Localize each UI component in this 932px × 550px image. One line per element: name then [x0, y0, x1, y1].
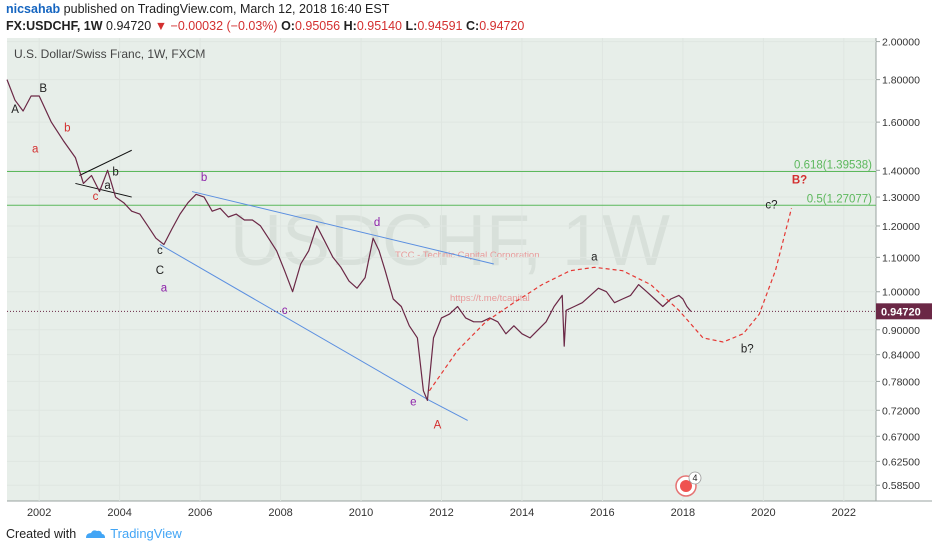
x-tick-label: 2020 [751, 507, 775, 519]
attribution-company: TCC - Technic Capital Corporation [395, 250, 540, 261]
wave-label: a [104, 180, 111, 192]
attribution-url: https://t.me/tcapital [450, 293, 530, 304]
close-value: 0.94720 [479, 19, 525, 33]
trendline [79, 149, 132, 176]
footer: Created with TradingView [6, 526, 182, 541]
wave-label: B [39, 83, 47, 95]
trendline [429, 399, 468, 421]
fib-level-label: 0.618(1.39538) [794, 160, 872, 172]
wave-label: c [282, 305, 288, 317]
y-tick-label: 2.00000 [882, 37, 920, 49]
last-price: 0.94720 [106, 19, 152, 33]
y-tick-label: 1.10000 [882, 252, 920, 264]
badge-count: 4 [692, 473, 697, 483]
tradingview-cloud-icon [86, 529, 106, 538]
close-label: C: [465, 19, 480, 33]
y-tick-label: 0.72000 [882, 405, 920, 417]
x-tick-label: 2008 [268, 507, 292, 519]
open-label: O: [281, 19, 295, 33]
wave-label: c [93, 191, 99, 203]
wave-label: a [32, 144, 39, 156]
chart-title: U.S. Dollar/Swiss Franc, 1W, FXCM [14, 47, 205, 61]
wave-label: b [112, 167, 118, 179]
y-tick-label: 1.60000 [882, 117, 920, 129]
x-tick-label: 2004 [107, 507, 131, 519]
y-tick-label: 1.80000 [882, 75, 920, 87]
wave-label: a [161, 283, 168, 295]
created-with-text: Created with [6, 526, 77, 541]
wave-label: e [410, 396, 416, 408]
trendline [191, 191, 494, 265]
fib-level-label: 0.5(1.27077) [807, 193, 872, 205]
x-tick-label: 2014 [510, 507, 534, 519]
y-tick-label: 1.40000 [882, 165, 920, 177]
last-price-label: 0.94720 [881, 306, 921, 318]
wave-label: B? [792, 174, 807, 186]
publish-line: nicsahab published on TradingView.com, M… [6, 2, 389, 16]
y-tick-label: 0.78000 [882, 376, 920, 388]
low-value: 0.94591 [417, 19, 463, 33]
price-change: −0.00032 (−0.03%) [170, 19, 278, 33]
published-text: published on TradingView.com, March 12, … [63, 2, 390, 16]
projection-path [428, 208, 793, 392]
x-tick-label: 2012 [429, 507, 453, 519]
y-tick-label: 1.00000 [882, 287, 920, 299]
price-axis[interactable] [876, 38, 932, 501]
y-tick-label: 1.30000 [882, 192, 920, 204]
ideas-badge[interactable]: 4 [675, 471, 702, 497]
wave-label: b [201, 172, 207, 184]
x-tick-label: 2016 [590, 507, 614, 519]
wave-label: C [156, 265, 164, 277]
y-tick-label: 0.90000 [882, 325, 920, 337]
wave-label: c? [765, 199, 777, 211]
y-tick-label: 0.67000 [882, 431, 920, 443]
x-tick-label: 2022 [832, 507, 856, 519]
x-tick-label: 2018 [671, 507, 695, 519]
open-value: 0.95056 [294, 19, 341, 33]
high-label: H: [343, 19, 357, 33]
tradingview-brand: TradingView [110, 526, 182, 541]
last-price-tag [876, 303, 932, 320]
y-tick-label: 1.20000 [882, 221, 920, 233]
wave-label: a [591, 252, 598, 264]
trendline [75, 182, 132, 198]
wave-label: b [64, 122, 70, 134]
wave-label: c [157, 245, 163, 257]
y-tick-label: 0.62500 [882, 456, 920, 468]
x-tick-label: 2002 [27, 507, 51, 519]
high-value: 0.95140 [356, 19, 403, 33]
wave-label: A [11, 104, 19, 116]
price-series-line [6, 79, 692, 401]
y-tick-label: 0.58500 [882, 480, 920, 492]
author-name[interactable]: nicsahab [6, 2, 61, 16]
down-triangle-icon: ▼ [154, 19, 168, 33]
x-tick-label: 2006 [188, 507, 212, 519]
x-tick-label: 2010 [349, 507, 373, 519]
trendline [159, 244, 430, 401]
wave-label: b? [741, 344, 754, 356]
y-tick-label: 0.84000 [882, 350, 920, 362]
wave-label: A [434, 419, 442, 431]
wave-label: d [374, 217, 380, 229]
symbol-name: FX:USDCHF, 1W [6, 19, 103, 33]
low-label: L: [405, 19, 418, 33]
watermark: USDCHF, 1W [230, 201, 670, 281]
symbol-line: FX:USDCHF, 1W 0.94720 ▼ −0.00032 (−0.03%… [6, 19, 524, 33]
tradingview-logo[interactable]: TradingView [84, 526, 182, 541]
